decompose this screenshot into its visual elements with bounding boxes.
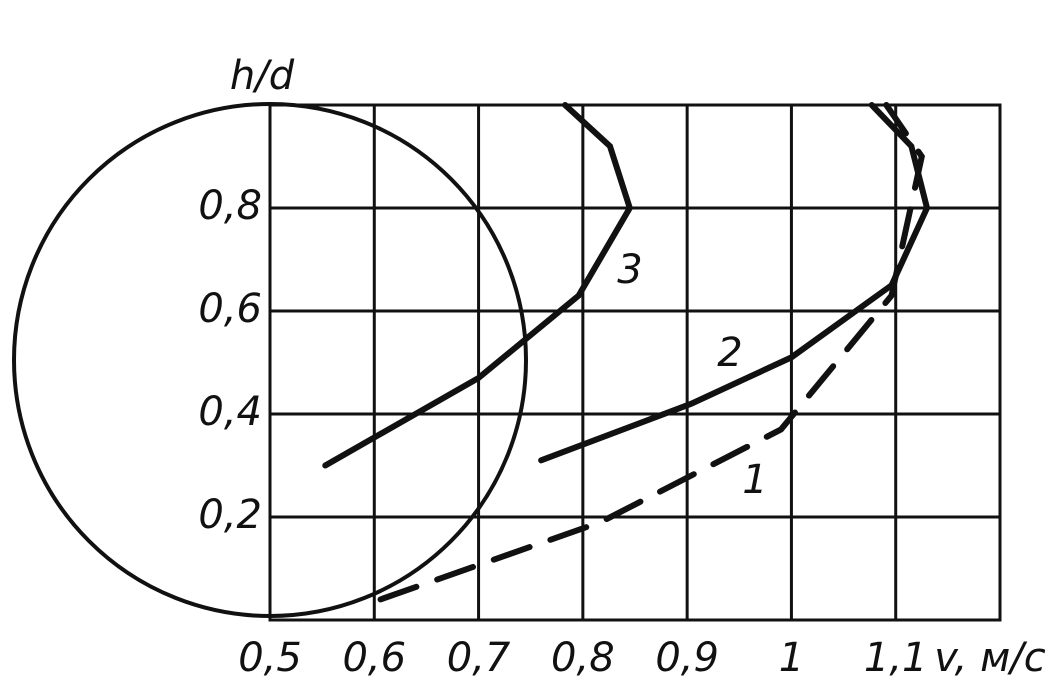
curve	[538, 102, 931, 464]
y-tick-label: 0,4	[198, 389, 262, 435]
x-tick-label: 0,6	[342, 635, 406, 681]
curve-label: 1	[742, 457, 767, 503]
curve-label: 3	[617, 247, 642, 293]
curve-label: 2	[717, 330, 742, 376]
curve	[377, 102, 925, 603]
curve	[322, 102, 634, 469]
y-tick-label: 0,2	[198, 492, 262, 538]
x-tick-label: 0,8	[551, 635, 615, 681]
y-axis-label: h/d	[230, 53, 295, 99]
x-tick-label: 0,5	[238, 635, 302, 681]
y-tick-label: 0,8	[198, 183, 262, 229]
plot-frame	[268, 103, 1002, 622]
x-tick-label: 1	[779, 635, 804, 681]
y-tick-label: 0,6	[198, 286, 262, 332]
x-tick-label: 0,7	[447, 635, 511, 681]
x-tick-label: 1,1	[864, 635, 928, 681]
x-tick-label: 0,9	[655, 635, 719, 681]
x-axis-label: v, м/с	[934, 635, 1045, 681]
